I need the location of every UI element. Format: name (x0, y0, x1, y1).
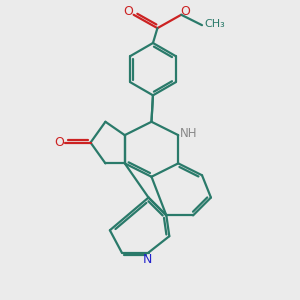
Text: NH: NH (180, 127, 197, 140)
Text: O: O (123, 5, 133, 18)
Text: N: N (142, 253, 152, 266)
Text: CH₃: CH₃ (204, 19, 225, 29)
Text: O: O (181, 5, 190, 18)
Text: O: O (54, 136, 64, 149)
